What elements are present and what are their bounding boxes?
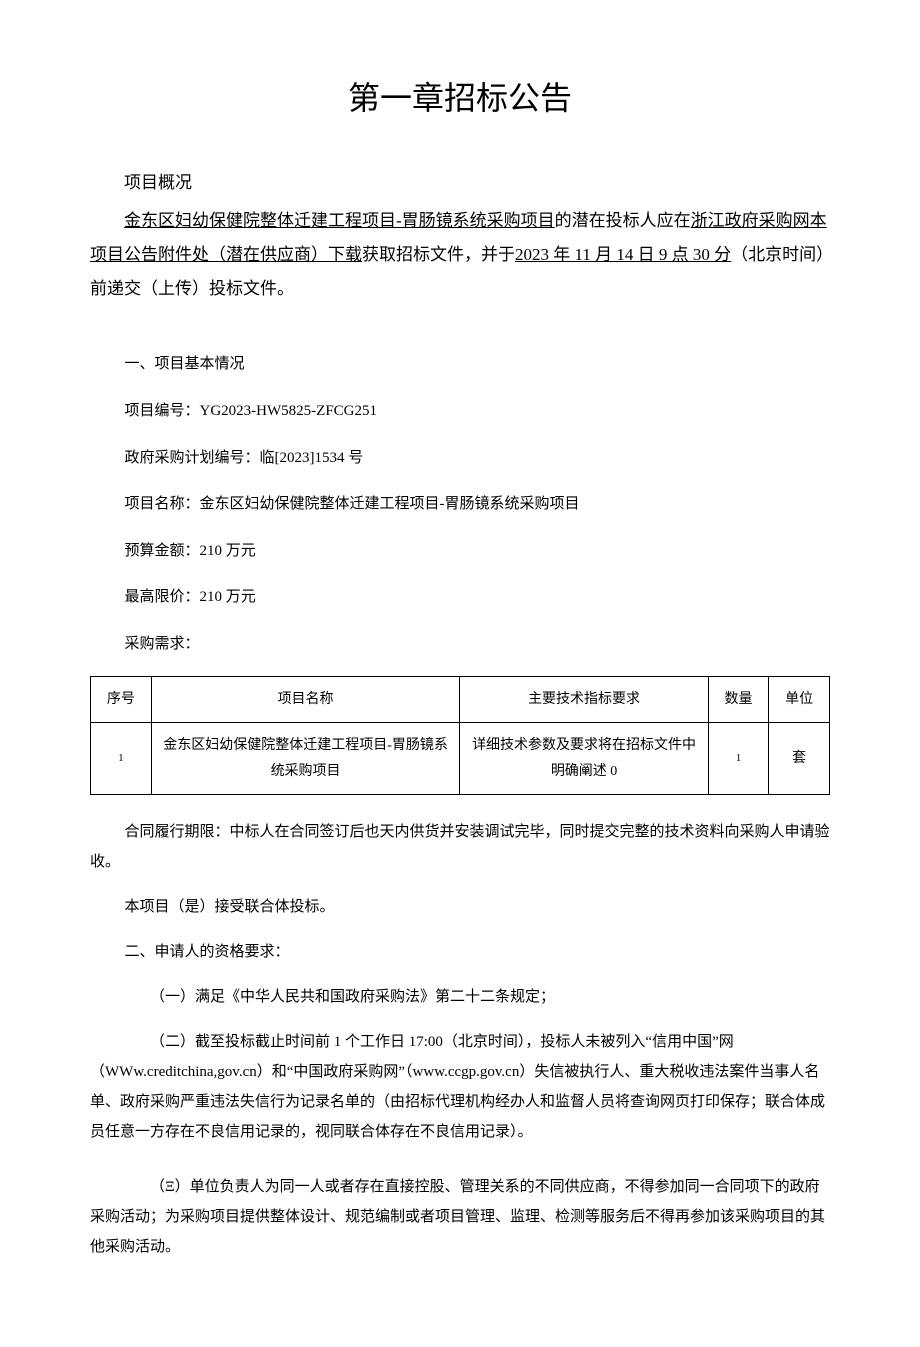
- ceiling-label: 最高限价：: [125, 589, 200, 605]
- project-number-value: YG2023-HW5825-ZFCG251: [200, 403, 378, 419]
- td-tech: 详细技术参数及要求将在招标文件中明确阐述 0: [460, 723, 708, 794]
- td-seq: 1: [91, 723, 152, 794]
- contract-term: 合同履行期限：中标人在合同签订后也天内供货并安装调试完毕，同时提交完整的技术资料…: [90, 817, 830, 877]
- th-tech: 主要技术指标要求: [460, 677, 708, 723]
- th-name: 项目名称: [151, 677, 460, 723]
- purchase-req-label: 采购需求：: [90, 630, 830, 659]
- intro-paragraph: 金东区妇幼保健院整体迁建工程项目-胃肠镜系统采购项目的潜在投标人应在浙江政府采购…: [90, 204, 830, 306]
- plan-number-line: 政府采购计划编号：临[2023]1534 号: [90, 444, 830, 473]
- project-number-line: 项目编号：YG2023-HW5825-ZFCG251: [90, 397, 830, 426]
- project-number-label: 项目编号：: [125, 403, 200, 419]
- req-item-2: （二）截至投标截止时间前 1 个工作日 17:00（北京时间），投标人未被列入“…: [90, 1027, 830, 1147]
- th-unit: 单位: [769, 677, 830, 723]
- req-item-2-text: （二）截至投标截止时间前 1 个工作日 17:00（北京时间），投标人未被列入“…: [90, 1027, 830, 1147]
- th-seq: 序号: [91, 677, 152, 723]
- section-2-title: 二、申请人的资格要求：: [90, 937, 830, 967]
- budget-value: 210 万元: [200, 543, 256, 559]
- td-unit: 套: [769, 723, 830, 794]
- intro-text-2: 获取招标文件，并于: [362, 245, 515, 264]
- td-qty: 1: [708, 723, 769, 794]
- req-item-1: （一）满足《中华人民共和国政府采购法》第二十二条规定；: [90, 982, 830, 1012]
- budget-line: 预算金额：210 万元: [90, 537, 830, 566]
- intro-project-name: 金东区妇幼保健院整体迁建工程项目-胃肠镜系统采购项目: [124, 211, 555, 230]
- req-item-3: （Ξ）单位负责人为同一人或者存在直接控股、管理关系的不同供应商，不得参加同一合同…: [90, 1172, 830, 1262]
- plan-number-value: 临[2023]1534 号: [260, 450, 364, 466]
- overview-label: 项目概况: [90, 168, 830, 199]
- chapter-title: 第一章招标公告: [90, 70, 830, 128]
- project-name-line: 项目名称：金东区妇幼保健院整体迁建工程项目-胃肠镜系统采购项目: [90, 490, 830, 519]
- plan-number-label: 政府采购计划编号：: [125, 450, 260, 466]
- table-header-row: 序号 项目名称 主要技术指标要求 数量 单位: [91, 677, 830, 723]
- ceiling-line: 最高限价：210 万元: [90, 583, 830, 612]
- section-1-title: 一、项目基本情况: [90, 351, 830, 378]
- project-name-label: 项目名称：: [125, 496, 200, 512]
- td-name: 金东区妇幼保健院整体迁建工程项目-胃肠镜系统采购项目: [151, 723, 460, 794]
- purchase-table: 序号 项目名称 主要技术指标要求 数量 单位 1 金东区妇幼保健院整体迁建工程项…: [90, 676, 830, 795]
- ceiling-value: 210 万元: [200, 589, 256, 605]
- project-name-value: 金东区妇幼保健院整体迁建工程项目-胃肠镜系统采购项目: [200, 496, 580, 512]
- joint-bid: 本项目（是）接受联合体投标。: [90, 892, 830, 922]
- th-qty: 数量: [708, 677, 769, 723]
- intro-deadline: 2023 年 11 月 14 日 9 点 30 分: [515, 245, 731, 264]
- intro-text-1: 的潜在投标人应在: [555, 211, 691, 230]
- table-row: 1 金东区妇幼保健院整体迁建工程项目-胃肠镜系统采购项目 详细技术参数及要求将在…: [91, 723, 830, 794]
- budget-label: 预算金额：: [125, 543, 200, 559]
- req-item-3-text: （Ξ）单位负责人为同一人或者存在直接控股、管理关系的不同供应商，不得参加同一合同…: [90, 1172, 830, 1262]
